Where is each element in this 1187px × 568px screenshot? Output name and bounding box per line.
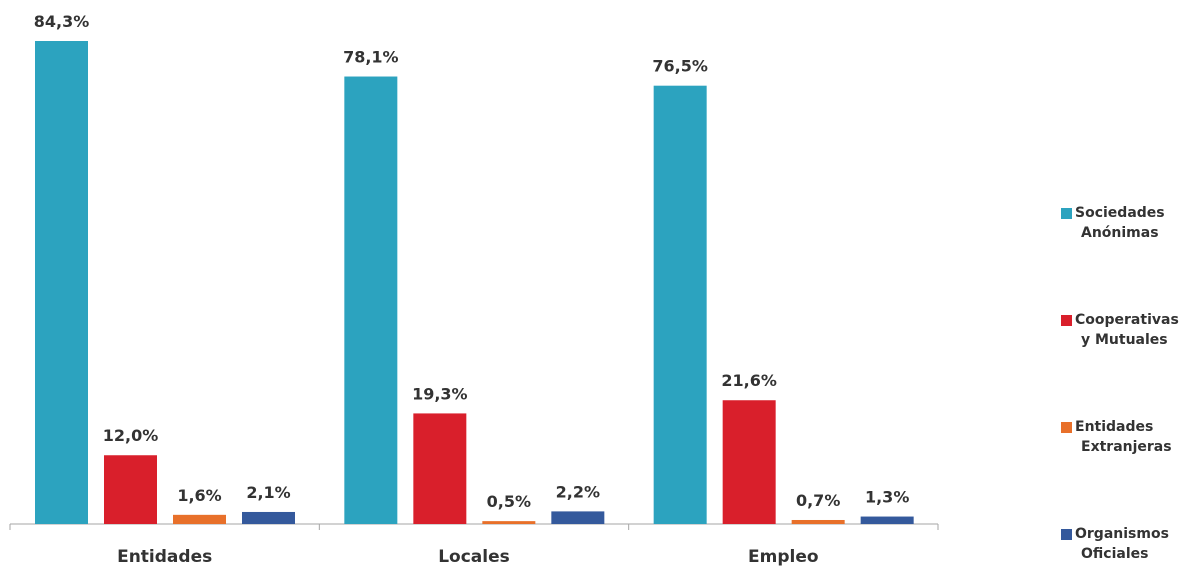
data-label-cooperativas-y-mutuales-entidades: 12,0% <box>103 426 159 445</box>
category-label-empleo: Empleo <box>748 547 819 567</box>
data-label-entidades-extranjeras-empleo: 0,7% <box>796 491 840 510</box>
category-label-entidades: Entidades <box>117 547 212 567</box>
legend-swatch-entidades-extranjeras <box>1061 422 1072 433</box>
legend-label-entidades-extranjeras: Extranjeras <box>1081 439 1172 455</box>
legend-item-cooperativas-y-mutuales: Cooperativas y Mutuales <box>1061 312 1179 348</box>
bar-organismos-oficiales-empleo <box>860 516 914 524</box>
legend: Sociedades Anónimas Cooperativas y Mutuales… <box>1061 205 1179 562</box>
bar-sociedades-anonimas-empleo <box>653 85 707 524</box>
data-label-sociedades-anonimas-entidades: 84,3% <box>34 12 90 31</box>
data-label-organismos-oficiales-empleo: 1,3% <box>865 488 909 507</box>
legend-swatch-cooperativas-y-mutuales <box>1061 315 1072 326</box>
bar-sociedades-anonimas-locales <box>344 76 398 524</box>
bar-sociedades-anonimas-entidades <box>35 41 88 524</box>
bar-entidades-extranjeras-entidades <box>173 514 226 524</box>
bar-organismos-oficiales-locales <box>551 511 605 524</box>
data-label-organismos-oficiales-locales: 2,2% <box>556 482 600 501</box>
bar-cooperativas-y-mutuales-empleo <box>722 400 776 524</box>
data-label-cooperativas-y-mutuales-locales: 19,3% <box>412 384 468 403</box>
bar-cooperativas-y-mutuales-locales <box>413 413 467 524</box>
bar-cooperativas-y-mutuales-entidades <box>104 455 157 524</box>
data-label-entidades-extranjeras-locales: 0,5% <box>487 492 531 511</box>
bar-organismos-oficiales-entidades <box>242 511 295 524</box>
legend-swatch-sociedades-anonimas <box>1061 208 1072 219</box>
bar-entidades-extranjeras-empleo <box>791 519 845 524</box>
data-label-entidades-extranjeras-entidades: 1,6% <box>177 486 221 505</box>
legend-label-cooperativas-y-mutuales: y Mutuales <box>1081 332 1168 348</box>
legend-label-sociedades-anonimas: Anónimas <box>1081 225 1159 241</box>
legend-item-entidades-extranjeras: Entidades Extranjeras <box>1061 419 1172 455</box>
legend-label-sociedades-anonimas: Sociedades <box>1075 205 1165 221</box>
legend-label-cooperativas-y-mutuales: Cooperativas <box>1075 312 1179 328</box>
legend-swatch-organismos-oficiales <box>1061 529 1072 540</box>
data-label-sociedades-anonimas-locales: 78,1% <box>343 48 399 67</box>
legend-item-sociedades-anonimas: Sociedades Anónimas <box>1061 205 1165 241</box>
legend-label-organismos-oficiales: Oficiales <box>1081 546 1148 562</box>
data-label-sociedades-anonimas-empleo: 76,5% <box>652 57 708 76</box>
data-label-cooperativas-y-mutuales-empleo: 21,6% <box>721 371 777 390</box>
legend-label-entidades-extranjeras: Entidades <box>1075 419 1153 435</box>
legend-label-organismos-oficiales: Organismos <box>1075 526 1169 542</box>
data-label-organismos-oficiales-entidades: 2,1% <box>246 483 290 502</box>
category-label-locales: Locales <box>438 547 510 567</box>
legend-item-organismos-oficiales: Organismos Oficiales <box>1061 526 1169 562</box>
bar-entidades-extranjeras-locales <box>482 521 536 524</box>
plot-area: 84,3% 12,0% 1,6% 2,1% Entidades 78,1% 19,3% 0,5… <box>9 12 939 567</box>
